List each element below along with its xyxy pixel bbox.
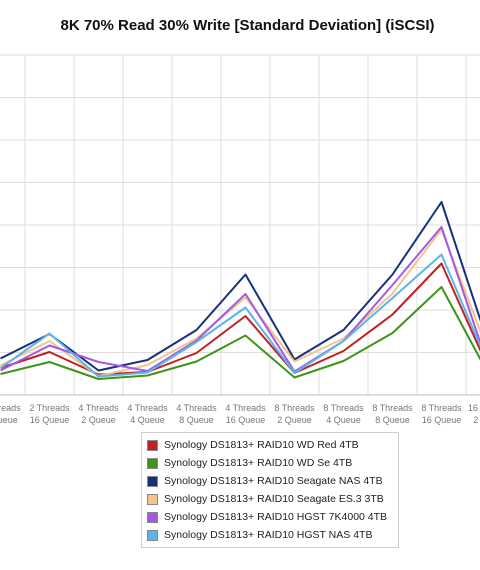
x-tick-label: 8 Threads 2 Queue [274, 403, 315, 425]
legend-item: Synology DS1813+ RAID10 Seagate NAS 4TB [142, 472, 398, 490]
legend-swatch [147, 511, 158, 523]
legend-swatch [147, 457, 158, 469]
legend-item: Synology DS1813+ RAID10 HGST 7K4000 4TB [142, 508, 398, 526]
chart-grid [0, 54, 480, 396]
legend-label: Synology DS1813+ RAID10 WD Red 4TB [164, 439, 359, 451]
legend-swatch [147, 439, 158, 451]
legend-label: Synology DS1813+ RAID10 Seagate ES.3 3TB [164, 493, 384, 505]
chart-legend: Synology DS1813+ RAID10 WD Red 4TB Synolo… [141, 432, 399, 548]
legend-item: Synology DS1813+ RAID10 WD Se 4TB [142, 454, 398, 472]
legend-label: Synology DS1813+ RAID10 WD Se 4TB [164, 457, 353, 469]
x-tick-label: 2 Threads 16 Queue [29, 403, 70, 425]
legend-item: Synology DS1813+ RAID10 HGST NAS 4TB [142, 526, 398, 544]
series-line [0, 228, 480, 377]
legend-swatch [147, 529, 158, 541]
legend-label: Synology DS1813+ RAID10 Seagate NAS 4TB [164, 475, 383, 487]
series-line [0, 201, 480, 372]
series-line [0, 253, 480, 378]
series-line [0, 286, 480, 380]
series-line [0, 226, 480, 373]
legend-swatch [147, 493, 158, 505]
legend-item: Synology DS1813+ RAID10 WD Red 4TB [142, 436, 398, 454]
x-tick-label: 8 Threads 4 Queue [323, 403, 364, 425]
legend-label: Synology DS1813+ RAID10 HGST 7K4000 4TB [164, 511, 388, 523]
chart-series [0, 201, 480, 380]
legend-swatch [147, 475, 158, 487]
x-tick-label: 8 Threads 8 Queue [372, 403, 413, 425]
x-tick-label: 4 Threads 8 Queue [176, 403, 217, 425]
x-tick-label: 4 Threads 4 Queue [127, 403, 168, 425]
legend-label: Synology DS1813+ RAID10 HGST NAS 4TB [164, 529, 373, 541]
x-tick-label: 4 Threads 16 Queue [225, 403, 266, 425]
x-tick-label: 4 Threads 2 Queue [78, 403, 119, 425]
series-line [0, 262, 480, 376]
x-tick-label: 8 Threads 16 Queue [421, 403, 462, 425]
chart-title: 8K 70% Read 30% Write [Standard Deviatio… [60, 17, 435, 34]
legend-item: Synology DS1813+ RAID10 Seagate ES.3 3TB [142, 490, 398, 508]
